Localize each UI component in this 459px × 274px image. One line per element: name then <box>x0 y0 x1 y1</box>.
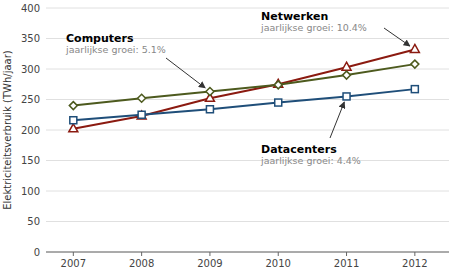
y-tick-label: 300 <box>21 64 40 75</box>
x-tick <box>346 252 347 256</box>
y-axis-label: Elektriciteitsverbruik (TWh/jaar) <box>2 50 13 210</box>
annotation-text: jaarlijkse groei: 4.4% <box>260 155 361 166</box>
line <box>73 89 415 120</box>
point <box>69 124 78 132</box>
annotations: Netwerkenjaarlijkse groei: 10.4%Computer… <box>65 10 410 166</box>
grid <box>46 8 449 252</box>
y-tick-label: 0 <box>34 247 40 258</box>
point <box>206 88 214 96</box>
x-tick-label: 2008 <box>129 258 154 269</box>
annotation-arrow <box>384 28 410 46</box>
point <box>138 94 146 102</box>
y-tick-label: 250 <box>21 94 40 105</box>
plot-area <box>69 44 420 131</box>
series <box>69 60 419 109</box>
x-axis <box>46 252 449 253</box>
point <box>343 93 350 100</box>
point <box>410 44 419 52</box>
x-tick-label: 2012 <box>402 258 427 269</box>
series <box>69 44 420 131</box>
line <box>73 49 415 128</box>
grid-line <box>46 99 449 100</box>
x-tick-label: 2011 <box>334 258 359 269</box>
point <box>343 71 351 79</box>
grid-line <box>46 8 449 9</box>
y-tick-label: 100 <box>21 186 40 197</box>
x-tick <box>141 252 142 256</box>
chart: 0 50 100 150 200 250 300 350 400 2007 2008 2009 2010… <box>0 0 459 274</box>
point <box>411 86 418 93</box>
x-tick <box>278 252 279 256</box>
point <box>274 81 282 89</box>
grid-line <box>46 130 449 131</box>
y-tick-label: 400 <box>21 3 40 14</box>
annotation-arrow <box>330 102 344 138</box>
series <box>70 86 419 124</box>
y-tick-label: 150 <box>21 155 40 166</box>
point <box>137 111 146 119</box>
x-tick <box>73 252 74 256</box>
point <box>411 60 419 68</box>
annotation-arrow <box>166 58 205 88</box>
x-tick <box>414 252 415 256</box>
y-tick-label: 50 <box>27 216 40 227</box>
x-tick-label: 2010 <box>266 258 291 269</box>
x-tick <box>209 252 210 256</box>
point <box>69 102 77 110</box>
grid-line <box>46 252 449 253</box>
grid-line <box>46 191 449 192</box>
y-tick-label: 350 <box>21 33 40 44</box>
grid-line <box>46 221 449 222</box>
point <box>70 117 77 124</box>
point <box>206 106 213 113</box>
annotation-text: jaarlijkse groei: 10.4% <box>260 22 367 33</box>
point <box>342 62 351 70</box>
point <box>138 111 145 118</box>
y-tick-label: 200 <box>21 125 40 136</box>
x-tick-label: 2007 <box>61 258 86 269</box>
grid-line <box>46 160 449 161</box>
annotation-text: jaarlijkse groei: 5.1% <box>65 44 166 55</box>
line <box>73 64 415 105</box>
point <box>275 99 282 106</box>
x-tick-label: 2009 <box>197 258 222 269</box>
